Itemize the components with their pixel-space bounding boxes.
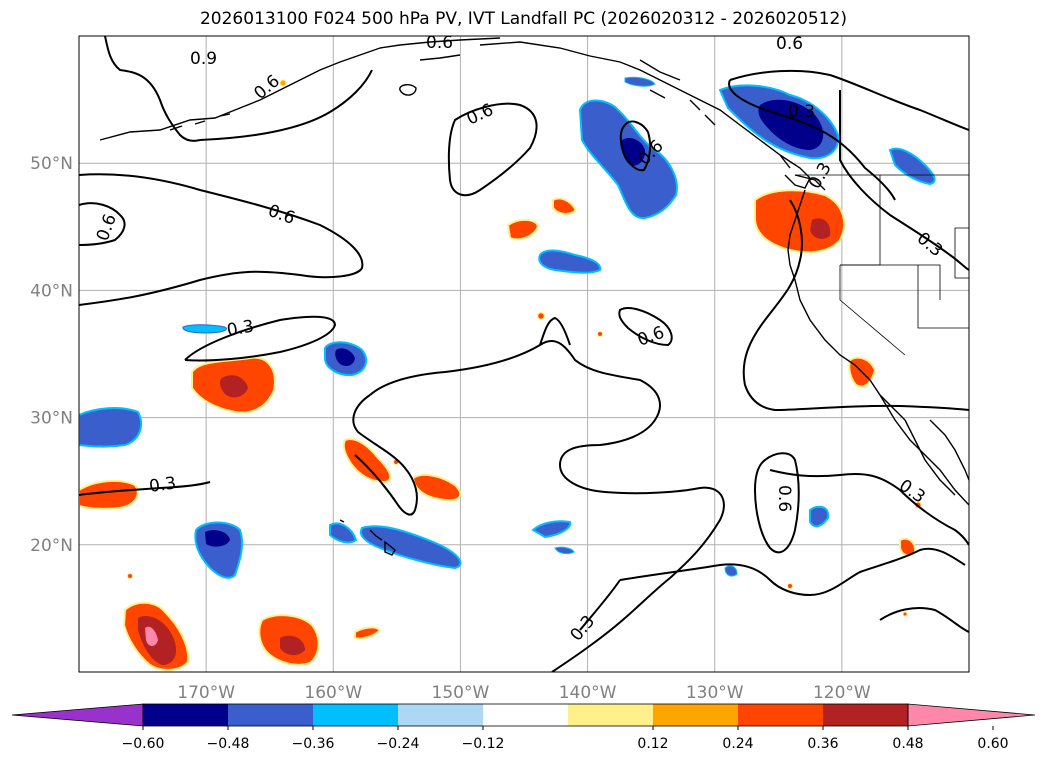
longitude-label: 120°W bbox=[813, 683, 871, 703]
blue-blob-west-edge bbox=[79, 407, 143, 448]
longitude-labels: 170°W 160°W 150°W 140°W 130°W 120°W bbox=[177, 683, 871, 703]
red-dot-5 bbox=[787, 583, 793, 589]
colorbar-tick-label: 0.24 bbox=[722, 736, 753, 752]
contour-label: 0.6 bbox=[426, 33, 453, 53]
contour-label: 0.6 bbox=[776, 34, 803, 54]
colorbar-swatch bbox=[313, 704, 398, 726]
colorbar-tick-label: 0.36 bbox=[807, 736, 838, 752]
map-frame bbox=[78, 35, 970, 673]
colorbar-swatch bbox=[568, 704, 653, 726]
contour-label: 0.3 bbox=[148, 473, 178, 497]
colorbar-tick-label: 0.60 bbox=[977, 736, 1008, 752]
red-blob-mid-2 bbox=[552, 197, 578, 215]
longitude-label: 160°W bbox=[304, 683, 362, 703]
colorbar-swatch bbox=[823, 704, 908, 726]
colorbar-tick-label: 0.48 bbox=[892, 736, 923, 752]
colorbar-outline bbox=[142, 703, 909, 727]
red-blob-west bbox=[79, 479, 139, 510]
contour-label: 0.9 bbox=[190, 49, 217, 69]
red-blob-mid-1 bbox=[506, 218, 540, 241]
black-contours bbox=[79, 36, 969, 672]
blue-blob-central bbox=[538, 249, 602, 274]
latitude-label: 30°N bbox=[30, 409, 73, 429]
red-blob-central-west bbox=[191, 356, 276, 414]
blue-blob-alaska-coast bbox=[624, 76, 656, 87]
blue-blob-small-b bbox=[724, 565, 738, 577]
blue-blob-thin bbox=[182, 324, 227, 334]
red-dot-2 bbox=[597, 331, 603, 337]
red-blob-small-a bbox=[354, 626, 382, 640]
red-blob-subtropic-2 bbox=[411, 473, 462, 502]
latitude-label: 50°N bbox=[30, 154, 73, 174]
colorbar-tick-label: −0.24 bbox=[377, 736, 420, 752]
latitude-labels: 50°N 40°N 30°N 20°N bbox=[30, 154, 73, 556]
blue-blob-ne-pacific bbox=[324, 341, 368, 377]
latitude-label: 40°N bbox=[30, 281, 73, 301]
colorbar-tick-label: −0.60 bbox=[122, 736, 165, 752]
contour-label: 0.6 bbox=[774, 485, 794, 512]
colorbar-extend-high bbox=[907, 703, 1036, 727]
colorbar-tick-label: −0.36 bbox=[292, 736, 335, 752]
colorbar: −0.60 −0.48 −0.36 −0.24 −0.12 0.12 0.24 0.36 0.4… bbox=[11, 703, 1036, 752]
colorbar-tick-label: 0.12 bbox=[637, 736, 668, 752]
longitude-label: 150°W bbox=[432, 683, 490, 703]
state-borders bbox=[795, 174, 969, 356]
blue-blob-small-a bbox=[554, 546, 575, 555]
colorbar-swatch bbox=[228, 704, 313, 726]
longitude-label: 170°W bbox=[177, 683, 235, 703]
contour-label: 0.3 bbox=[788, 102, 815, 122]
latitude-label: 20°N bbox=[30, 536, 73, 556]
red-blob-subtropic-1 bbox=[342, 438, 392, 484]
blue-blob-small-c bbox=[809, 505, 830, 528]
colorbar-swatch bbox=[483, 704, 568, 726]
map-title: 2026013100 F024 500 hPa PV, IVT Landfall… bbox=[199, 9, 847, 29]
blue-blob-hawaii-1 bbox=[329, 522, 358, 544]
blue-blob-subtropic bbox=[531, 520, 572, 539]
longitude-label: 130°W bbox=[686, 683, 744, 703]
red-dot-6 bbox=[902, 611, 908, 617]
red-dot-4 bbox=[127, 573, 133, 579]
colorbar-swatch bbox=[653, 704, 738, 726]
colorbar-tick-label: −0.48 bbox=[207, 736, 250, 752]
colorbar-swatch bbox=[398, 704, 483, 726]
blue-blob-hawaii-2 bbox=[360, 525, 462, 570]
longitude-label: 140°W bbox=[559, 683, 617, 703]
red-blob-sw-large bbox=[122, 601, 190, 671]
blue-blob-south-west bbox=[194, 521, 244, 579]
colorbar-swatch bbox=[738, 704, 823, 726]
red-blob-south-mid bbox=[258, 614, 320, 666]
colorbar-tick-label: −0.12 bbox=[462, 736, 505, 752]
contour-label: 0.3 bbox=[225, 317, 255, 341]
red-dot-8 bbox=[279, 79, 287, 87]
red-dot-1 bbox=[536, 311, 546, 321]
colorbar-extend-low bbox=[11, 703, 144, 727]
coastlines bbox=[99, 37, 969, 556]
colorbar-swatch bbox=[143, 704, 228, 726]
